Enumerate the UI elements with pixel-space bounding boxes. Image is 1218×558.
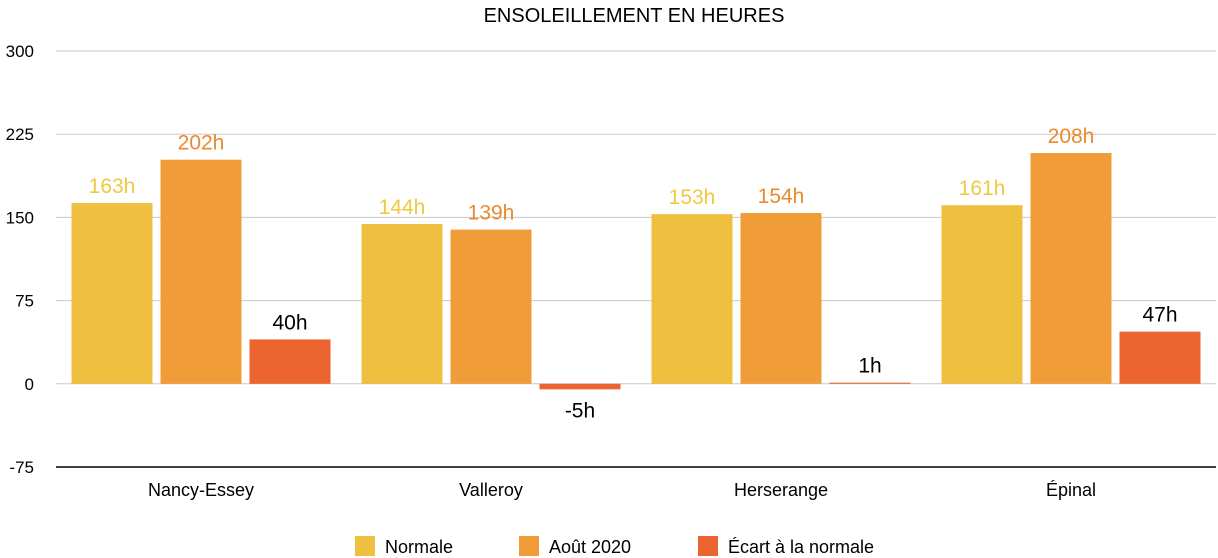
- bar: [941, 205, 1023, 384]
- bars: [71, 153, 1201, 390]
- bar: [1119, 331, 1201, 384]
- legend-swatch: [698, 536, 718, 556]
- data-label: 40h: [272, 311, 307, 334]
- category-label: Herserange: [734, 480, 828, 500]
- data-label: 144h: [379, 196, 426, 219]
- bar: [539, 383, 621, 390]
- data-label: 47h: [1142, 304, 1177, 327]
- legend-swatch: [355, 536, 375, 556]
- bar: [829, 382, 911, 384]
- data-label: 153h: [669, 186, 716, 209]
- legend-label: Normale: [385, 537, 453, 557]
- data-labels: 163h 202h 40h 144h 139h -5h 153h 154h 1h 161h 208h…: [89, 125, 1178, 422]
- bar: [651, 214, 733, 384]
- category-label: Valleroy: [459, 480, 523, 500]
- y-tick-label: 0: [25, 375, 34, 394]
- bar: [160, 159, 242, 384]
- data-label: 154h: [758, 185, 805, 208]
- bar: [361, 224, 443, 384]
- data-label: 139h: [468, 202, 515, 225]
- category-label: Épinal: [1046, 480, 1096, 500]
- bar: [71, 202, 153, 384]
- x-axis-categories: Nancy-Essey Valleroy Herserange Épinal: [148, 480, 1096, 500]
- y-tick-label: -75: [9, 458, 34, 477]
- bar: [249, 339, 331, 384]
- bar: [1030, 153, 1112, 384]
- data-label: 208h: [1048, 125, 1095, 148]
- category-label: Nancy-Essey: [148, 480, 254, 500]
- legend-label: Écart à la normale: [728, 537, 874, 557]
- y-tick-label: 75: [15, 292, 34, 311]
- data-label: -5h: [565, 399, 595, 422]
- y-tick-label: 300: [6, 42, 34, 61]
- legend: Normale Août 2020 Écart à la normale: [355, 536, 874, 557]
- bar: [450, 229, 532, 384]
- y-tick-label: 225: [6, 125, 34, 144]
- chart-title: ENSOLEILLEMENT EN HEURES: [484, 5, 785, 27]
- data-label: 202h: [178, 132, 225, 155]
- legend-swatch: [519, 536, 539, 556]
- y-tick-label: 150: [6, 208, 34, 227]
- bar: [740, 212, 822, 384]
- data-label: 163h: [89, 175, 136, 198]
- gridlines: [56, 50, 1216, 468]
- legend-label: Août 2020: [549, 537, 631, 557]
- data-label: 1h: [858, 355, 881, 378]
- y-axis-ticks: 300 225 150 75 0 -75: [6, 42, 34, 477]
- data-label: 161h: [959, 177, 1006, 200]
